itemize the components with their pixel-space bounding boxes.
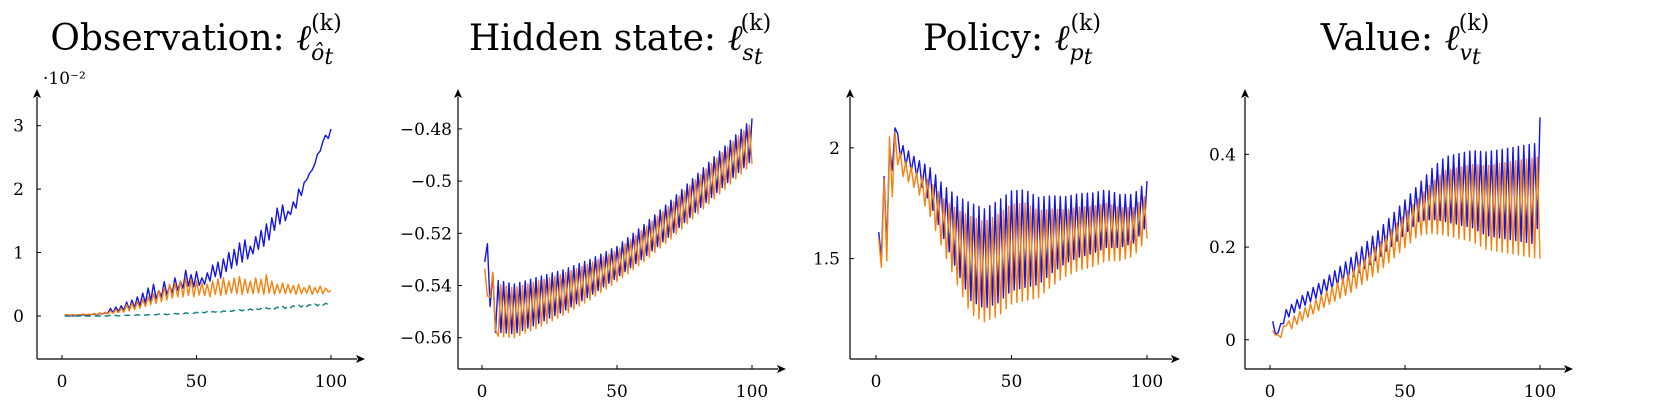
x-tick-label: 0 <box>477 382 488 402</box>
x-tick-label: 50 <box>606 382 628 402</box>
chart-panel-3: Policy: ℓpt (k) 0 50 100 1.5 2 <box>813 11 1180 392</box>
chart-title: Value: ℓvt (k) <box>1320 11 1490 70</box>
y-tick-label: 1.5 <box>813 250 840 270</box>
chart-title-symbol: ℓ <box>728 18 743 59</box>
series-line-3 <box>64 302 332 317</box>
y-axis-arrow <box>33 89 41 98</box>
chart-panel-1: Observation: ℓôt (k) 0 50 100 0 1 2 3 ·10⁻² <box>13 11 365 392</box>
y-tick-label: 2 <box>829 139 840 159</box>
x-tick-label: 100 <box>736 382 768 402</box>
x-axis-arrow <box>356 355 365 363</box>
x-tick-label: 0 <box>1265 382 1276 402</box>
y-axis-arrow <box>846 89 854 98</box>
x-tick-label: 0 <box>57 372 68 392</box>
series-line-1 <box>64 128 332 317</box>
chart-title-prefix: Hidden state: <box>469 18 728 59</box>
x-tick-label: 50 <box>1394 382 1416 402</box>
x-tick-label: 100 <box>1131 372 1163 392</box>
chart-title-subscript-2: t <box>1472 45 1481 70</box>
y-tick-label: −0.52 <box>400 224 452 244</box>
y-tick-label: 3 <box>13 117 24 137</box>
chart-title-prefix: Observation: <box>50 18 296 59</box>
y-axis-arrow <box>454 89 462 98</box>
x-tick-label: 100 <box>1524 382 1556 402</box>
chart-title-subscript-2: t <box>324 45 333 70</box>
chart-title: Observation: ℓôt (k) <box>50 11 341 70</box>
y-exponent-label: ·10⁻² <box>43 69 86 89</box>
series-line-2 <box>484 124 753 339</box>
y-tick-label: 0.2 <box>1209 238 1236 258</box>
x-tick-label: 50 <box>186 372 208 392</box>
chart-title-prefix: Value: <box>1320 18 1445 59</box>
chart-title: Policy: ℓpt (k) <box>923 11 1101 70</box>
chart-title: Hidden state: ℓst (k) <box>469 11 771 70</box>
chart-title-subscript: ô <box>311 41 324 66</box>
chart-title-superscript: (k) <box>311 11 342 36</box>
x-tick-label: 100 <box>315 372 347 392</box>
chart-title-subscript: s <box>743 41 754 66</box>
series-line-2 <box>64 274 332 316</box>
series-line-1 <box>484 118 753 335</box>
y-tick-label: −0.54 <box>400 277 452 297</box>
chart-title-subscript-2: t <box>754 45 763 70</box>
chart-title-symbol: ℓ <box>296 18 311 59</box>
x-axis-arrow <box>777 365 786 373</box>
y-tick-label: 2 <box>13 180 24 200</box>
chart-title-subscript: p <box>1070 41 1084 66</box>
y-tick-label: 0 <box>13 307 24 327</box>
chart-title-superscript: (k) <box>1070 11 1101 36</box>
chart-title-symbol: ℓ <box>1444 18 1459 59</box>
chart-title-superscript: (k) <box>741 11 772 36</box>
y-tick-label: 0.4 <box>1209 145 1236 165</box>
y-axis-arrow <box>1241 89 1249 98</box>
chart-title-subscript-2: t <box>1084 45 1093 70</box>
x-axis-arrow <box>1564 365 1573 373</box>
series-line-2 <box>1272 156 1541 339</box>
y-tick-label: 0 <box>1225 331 1236 351</box>
series-line-2 <box>878 131 1148 323</box>
y-tick-label: −0.48 <box>400 120 452 140</box>
x-tick-label: 0 <box>871 372 882 392</box>
y-tick-label: 1 <box>13 244 24 264</box>
y-tick-label: −0.56 <box>400 329 452 349</box>
x-axis-arrow <box>1171 355 1180 363</box>
chart-title-symbol: ℓ <box>1055 18 1070 59</box>
y-tick-label: −0.5 <box>411 172 452 192</box>
chart-panel-2: Hidden state: ℓst (k) 0 50 100 −0.56 −0.54 −0.5… <box>400 11 786 402</box>
chart-title-subscript: v <box>1459 41 1472 66</box>
x-tick-label: 50 <box>1001 372 1023 392</box>
chart-panel-4: Value: ℓvt (k) 0 50 100 0 0.2 0.4 <box>1209 11 1573 402</box>
chart-title-superscript: (k) <box>1459 11 1490 36</box>
chart-title-prefix: Policy: <box>923 18 1055 59</box>
